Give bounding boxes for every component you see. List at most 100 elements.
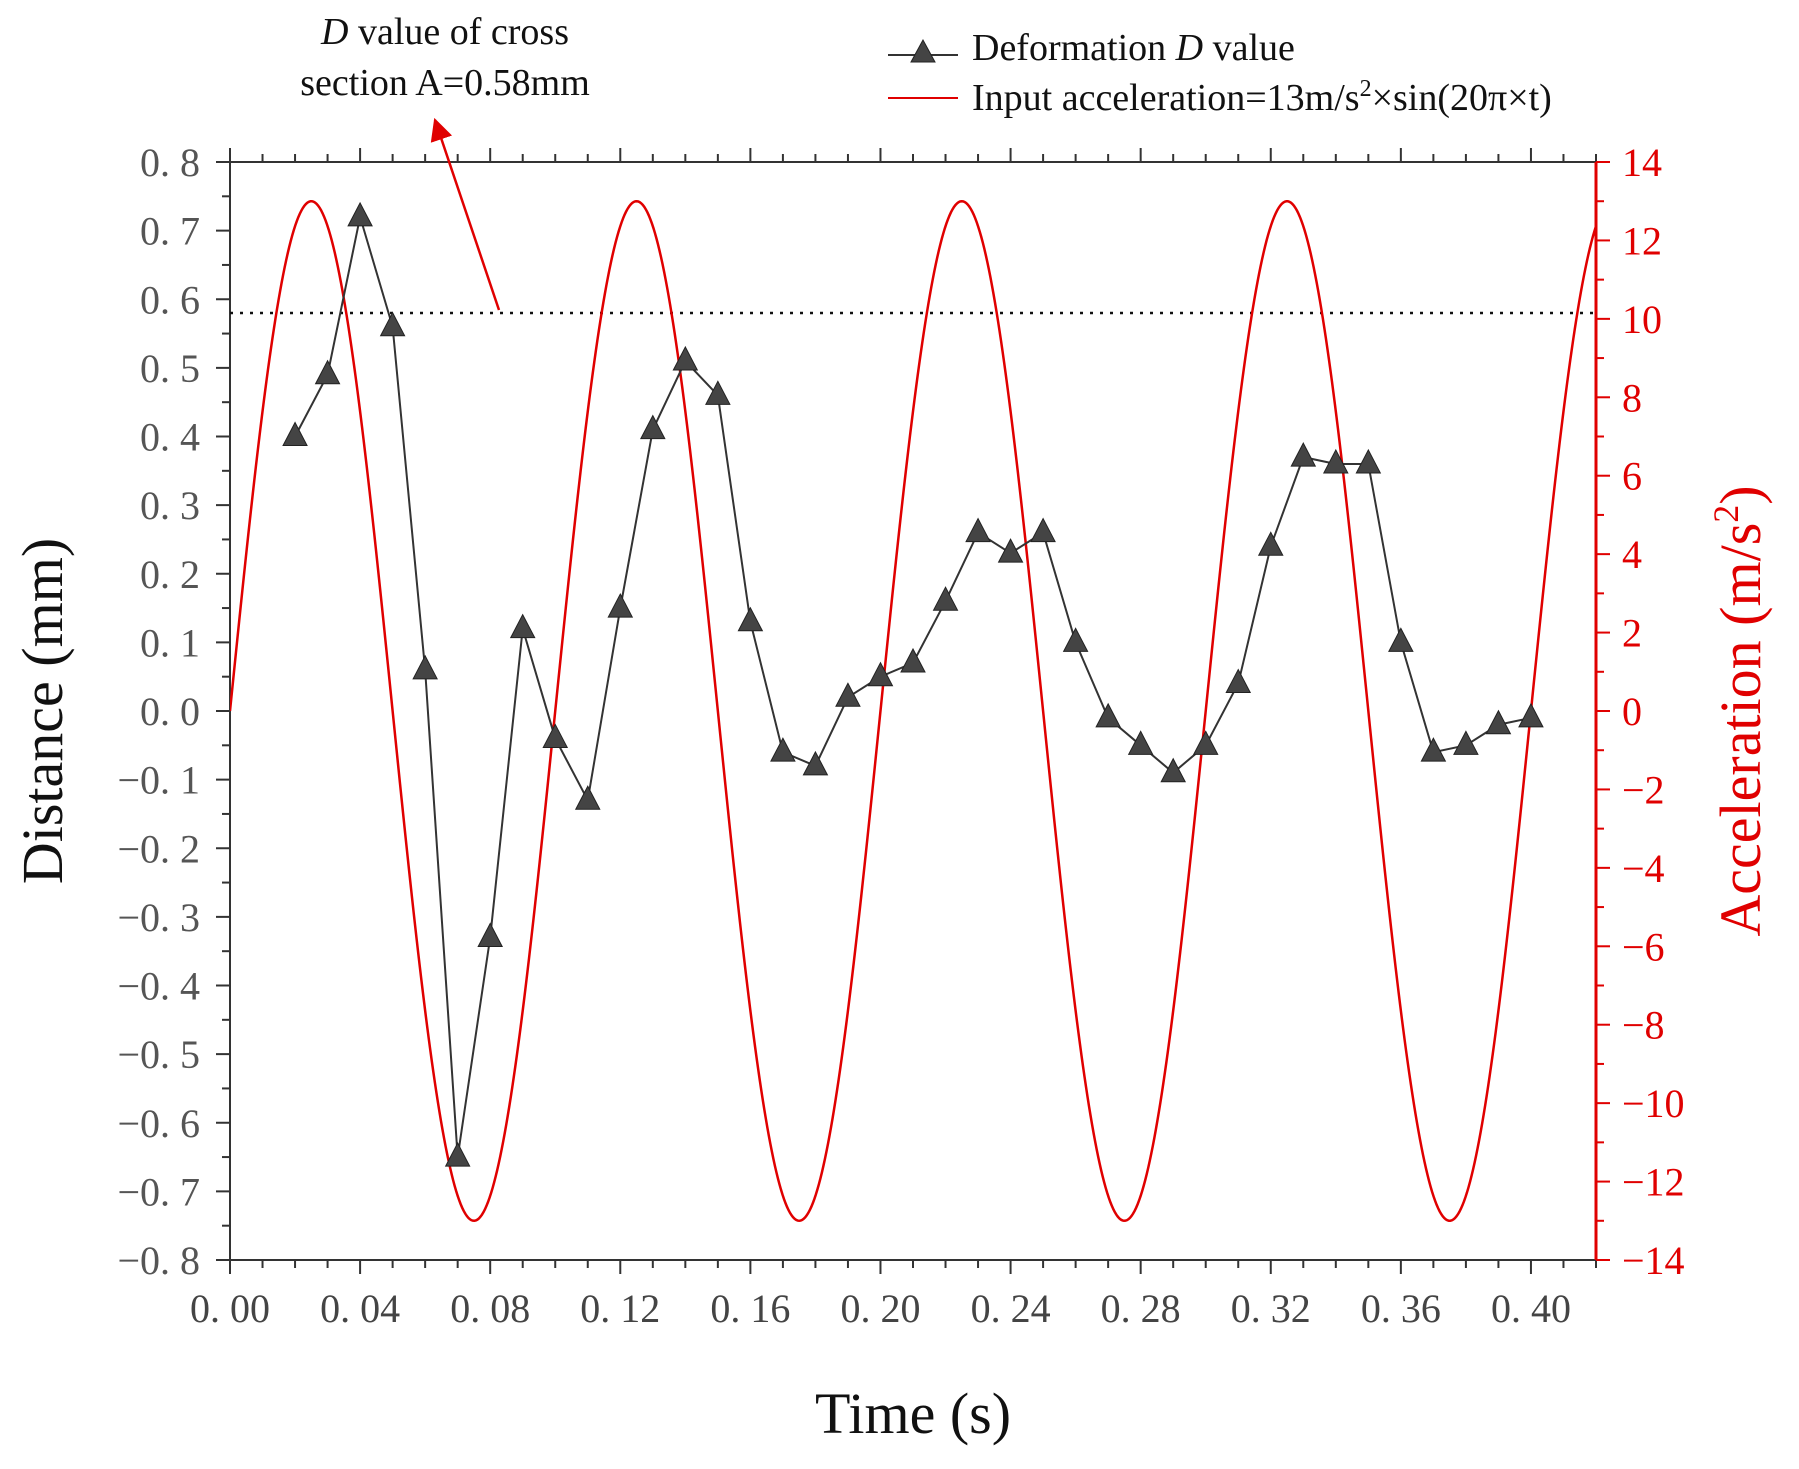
- deformation-point: [900, 647, 926, 673]
- acceleration-sine-line: [230, 199, 1596, 1223]
- y-left-tick-label: 0. 2: [140, 552, 200, 597]
- y-right-tick-label: 14: [1622, 140, 1662, 185]
- deformation-point: [1160, 757, 1187, 783]
- y-right-tick-label: −6: [1622, 924, 1665, 969]
- deformation-point: [477, 922, 504, 947]
- x-tick-label: 0. 40: [1491, 1286, 1571, 1331]
- legend-label-deformation: Deformation D value: [972, 27, 1295, 69]
- y-left-tick-label: 0. 3: [140, 483, 200, 528]
- x-tick-label: 0. 28: [1101, 1286, 1181, 1331]
- deformation-point: [965, 517, 991, 543]
- annotation-line-1: D value of cross: [320, 11, 569, 53]
- legend: Deformation D value Input acceleration=1…: [888, 27, 1552, 119]
- deformation-point: [639, 414, 666, 440]
- y-left-tick-label: 0. 6: [140, 277, 200, 322]
- x-tick-label: 0. 16: [710, 1286, 790, 1331]
- x-tick-label: 0. 12: [580, 1286, 660, 1331]
- x-tick-label: 0. 24: [971, 1286, 1051, 1331]
- y-right-tick-label: 8: [1622, 375, 1642, 420]
- deformation-point: [1388, 627, 1414, 652]
- y-left-tick-label: −0. 5: [117, 1032, 200, 1077]
- deformation-point: [314, 359, 341, 385]
- y-left-tick-label: −0. 7: [117, 1169, 200, 1214]
- x-tick-label: 0. 04: [320, 1286, 400, 1331]
- deformation-point: [997, 538, 1024, 563]
- deformation-point: [1518, 702, 1544, 728]
- y-right-tick-label: −10: [1622, 1081, 1685, 1126]
- deformation-point: [1030, 517, 1056, 543]
- deformation-point: [1127, 730, 1154, 755]
- deformation-point: [574, 785, 601, 810]
- y-left-axis-title: Distance (mm): [10, 538, 75, 884]
- deformation-point: [412, 654, 438, 680]
- annotation-arrow: [430, 117, 501, 311]
- y-right-tick-label: −14: [1622, 1238, 1685, 1283]
- plot-frame: [229, 161, 1597, 1261]
- deformation-point: [802, 750, 829, 776]
- deformation-point: [1095, 702, 1121, 728]
- y-right-title-main: Acceleration (m/s: [1708, 523, 1773, 937]
- deformation-point: [1453, 730, 1479, 755]
- reference-annotation: D value of cross section A=0.58mm: [300, 11, 590, 311]
- y-right-tick-label: 6: [1622, 454, 1642, 499]
- x-tick-label: 0. 08: [450, 1286, 530, 1331]
- deformation-point: [379, 311, 406, 337]
- deformation-point: [509, 613, 536, 639]
- y-left-tick-label: 0. 8: [140, 140, 200, 185]
- y-right-tick-label: 2: [1622, 611, 1642, 656]
- y-left-tick-label: −0. 6: [117, 1101, 200, 1146]
- deformation-point: [607, 592, 634, 618]
- deformation-point: [444, 1141, 471, 1167]
- y-left-tick-label: −0. 4: [117, 964, 200, 1009]
- y-right-tick-label: −12: [1622, 1160, 1685, 1205]
- deformation-point: [835, 682, 861, 707]
- deformation-point: [542, 723, 569, 748]
- y-right-tick-label: −8: [1622, 1003, 1665, 1048]
- x-tick-label: 0. 20: [840, 1286, 920, 1331]
- deformation-point: [1485, 709, 1512, 735]
- y-right-title-sup: 2: [1706, 505, 1746, 523]
- y-left-tick-label: 0. 1: [140, 620, 200, 665]
- deformation-point: [770, 737, 796, 762]
- deformation-point: [705, 380, 731, 405]
- deformation-point: [1355, 448, 1382, 474]
- y-right-axis-title: Acceleration (m/s2): [1706, 485, 1773, 936]
- deformation-point: [737, 606, 764, 632]
- y-left-tick-label: −0. 3: [117, 895, 200, 940]
- y-left-tick-label: −0. 8: [117, 1238, 200, 1283]
- deformation-point: [1225, 668, 1252, 694]
- x-tick-label: 0. 00: [190, 1286, 270, 1331]
- x-tick-label: 0. 32: [1231, 1286, 1311, 1331]
- y-right-tick-label: −4: [1622, 846, 1665, 891]
- legend-marker-triangle: [910, 38, 936, 63]
- deformation-point: [932, 586, 959, 611]
- y-right-tick-label: 10: [1622, 297, 1662, 342]
- deformation-point: [282, 421, 308, 446]
- legend-label-acceleration: Input acceleration=13m/s2×sin(20π×t): [972, 76, 1552, 119]
- deformation-line: [294, 216, 1532, 1158]
- deformation-point: [1322, 448, 1349, 474]
- x-tick-label: 0. 36: [1361, 1286, 1441, 1331]
- deformation-point: [1257, 531, 1284, 556]
- deformation-point: [1062, 627, 1089, 652]
- deformation-point: [1420, 737, 1447, 762]
- y-right-tick-label: 12: [1622, 218, 1662, 263]
- deformation-point: [672, 345, 699, 371]
- y-right-tick-label: 0: [1622, 689, 1642, 734]
- y-left-tick-label: 0. 5: [140, 346, 200, 391]
- y-left-tick-label: 0. 0: [140, 689, 200, 734]
- deformation-point: [347, 201, 373, 227]
- y-right-title-end: ): [1708, 485, 1773, 504]
- y-right-tick-label: 4: [1622, 532, 1642, 577]
- annotation-line-2: section A=0.58mm: [300, 62, 590, 104]
- y-left-tick-label: −0. 2: [117, 826, 200, 871]
- deformation-point: [867, 661, 894, 687]
- deformation-point: [1192, 730, 1219, 755]
- y-left-tick-label: 0. 7: [140, 209, 200, 254]
- y-left-tick-label: −0. 1: [117, 758, 200, 803]
- deformation-point: [1290, 442, 1317, 467]
- x-axis-title: Time (s): [815, 1381, 1011, 1446]
- y-left-tick-label: 0. 4: [140, 415, 200, 460]
- y-right-tick-label: −2: [1622, 767, 1665, 812]
